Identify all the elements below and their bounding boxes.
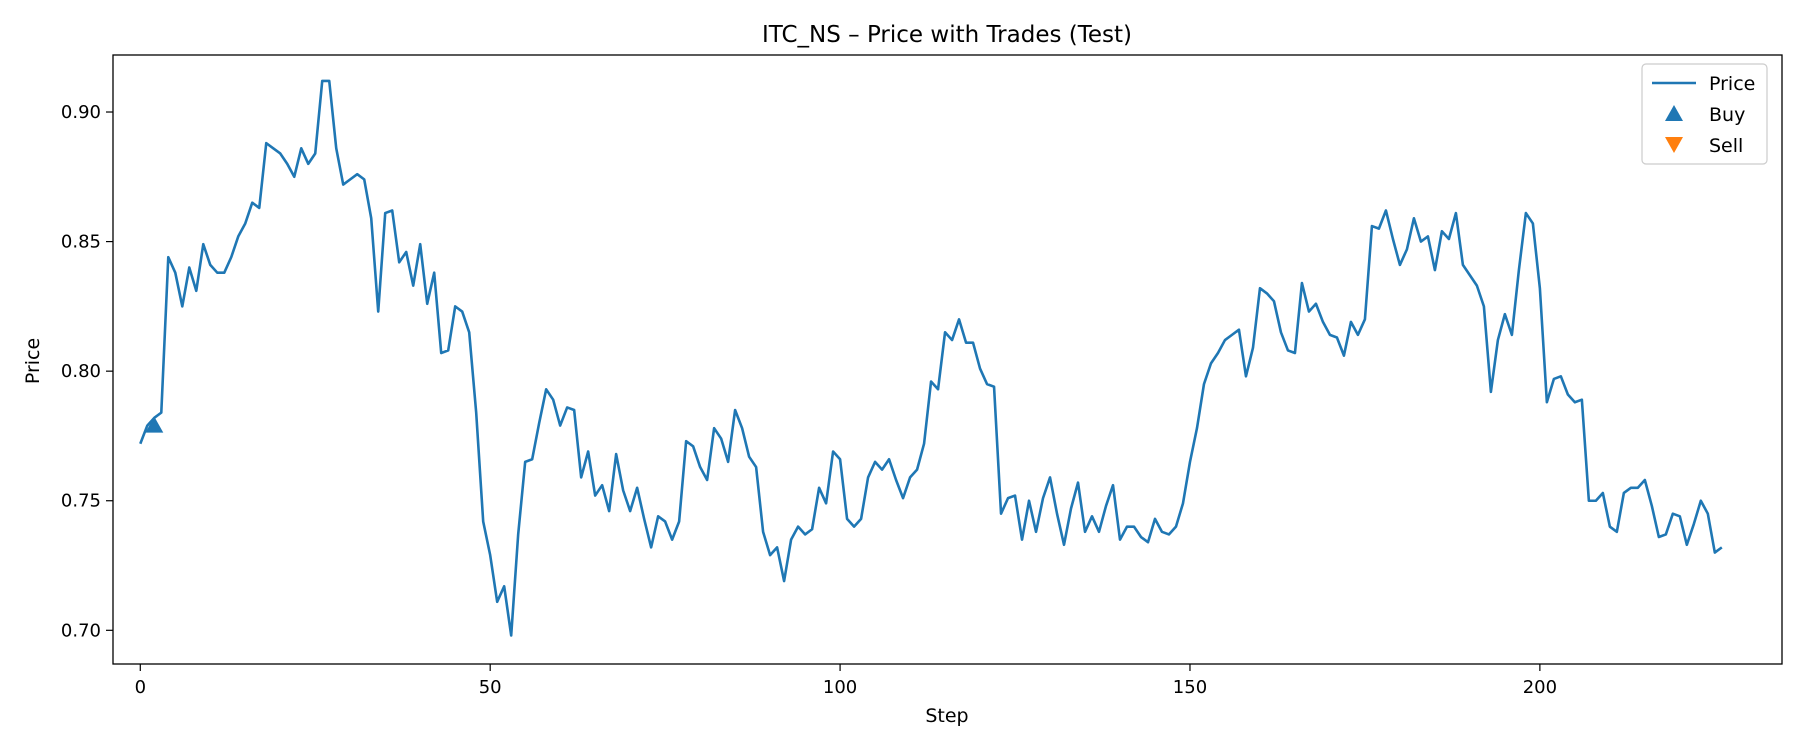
price-line: [139, 79, 1723, 637]
x-axis: 0 50 100 150 200: [135, 664, 1557, 698]
y-tick-label: 0.75: [61, 491, 101, 512]
y-axis-label: Price: [22, 338, 44, 384]
y-tick-label: 0.70: [61, 620, 101, 641]
x-tick-label: 50: [479, 677, 502, 698]
x-axis-label: Step: [925, 705, 968, 727]
x-tick-label: 150: [1173, 677, 1207, 698]
buy-marker: [145, 416, 164, 433]
plot-frame: [112, 54, 1783, 665]
y-tick-label: 0.80: [61, 361, 101, 382]
legend-buy-marker: [1665, 105, 1683, 121]
plot-area: [139, 79, 1723, 637]
x-tick-label: 0: [135, 677, 146, 698]
legend-sell-label: Sell: [1709, 135, 1743, 157]
x-tick-label: 200: [1523, 677, 1557, 698]
legend-price-label: Price: [1709, 73, 1755, 95]
chart-title: ITC_NS – Price with Trades (Test): [762, 22, 1132, 48]
y-tick-label: 0.90: [61, 102, 101, 123]
y-tick-label: 0.85: [61, 232, 101, 253]
y-axis: 0.70 0.75 0.80 0.85 0.90: [61, 102, 113, 641]
x-tick-label: 100: [823, 677, 857, 698]
legend: Price Buy Sell: [1641, 63, 1768, 165]
legend-buy-label: Buy: [1709, 104, 1745, 126]
legend-sell-marker: [1665, 137, 1683, 153]
